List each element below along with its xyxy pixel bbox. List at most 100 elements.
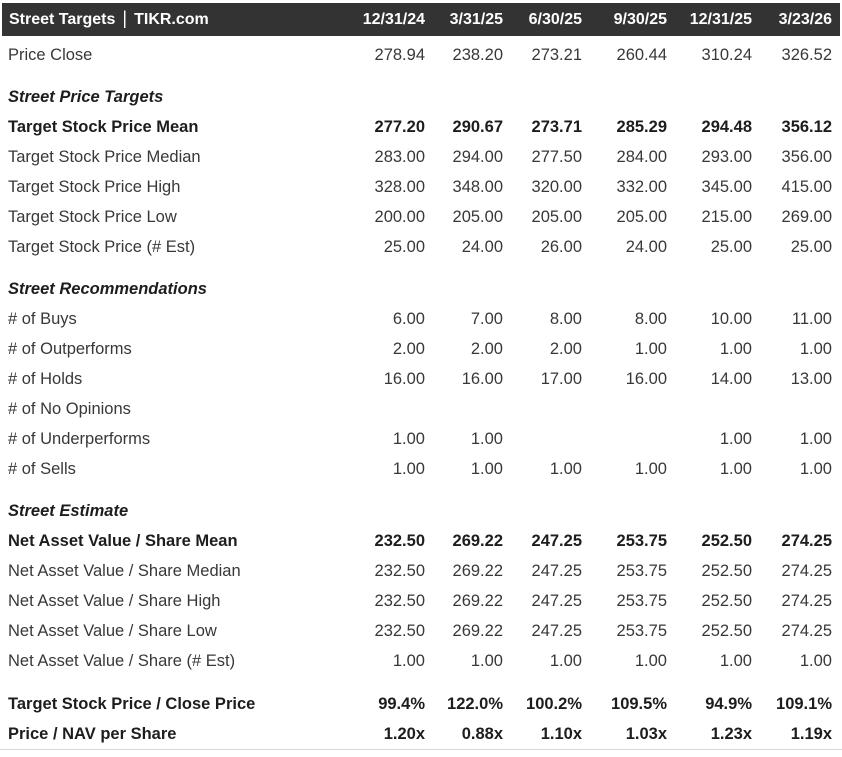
cell-value: 1.00 [719, 339, 752, 358]
row-label: # of Outperforms [8, 339, 132, 358]
cell-value: 274.25 [781, 531, 832, 550]
table-row: Net Asset Value / Share (# Est) 1.00 1.00 1… [0, 646, 832, 676]
cell-value: 1.00 [392, 459, 425, 478]
cell-value: 232.50 [374, 591, 425, 610]
cell-value: 273.21 [531, 45, 582, 64]
cell-value: 24.00 [461, 237, 503, 256]
cell-value: 8.00 [634, 309, 667, 328]
table-section: Street Price Targets Target Stock Price M… [0, 82, 832, 262]
cell-value: 294.48 [701, 117, 752, 136]
table-row: Net Asset Value / Share Median 232.50 269.… [0, 556, 832, 586]
column-header: 3/23/26 [778, 10, 832, 28]
cell-value: 247.25 [531, 561, 582, 580]
cell-value: 1.00 [549, 459, 582, 478]
cell-value: 26.00 [540, 237, 582, 256]
cell-value: 1.00 [470, 429, 503, 448]
cell-value: 1.00 [799, 651, 832, 670]
table-row: Net Asset Value / Share High 232.50 269.22… [0, 586, 832, 616]
cell-value: 2.00 [549, 339, 582, 358]
row-label: Price / NAV per Share [8, 724, 177, 743]
cell-value: 274.25 [781, 561, 832, 580]
row-label: Target Stock Price / Close Price [8, 694, 256, 713]
cell-value: 269.22 [452, 531, 503, 550]
cell-value: 25.00 [710, 237, 752, 256]
cell-value: 253.75 [616, 621, 667, 640]
cell-value: 320.00 [531, 177, 582, 196]
section-title: Street Price Targets [8, 88, 164, 106]
cell-value: 1.00 [719, 459, 752, 478]
cell-value: 293.00 [701, 147, 752, 166]
cell-value: 348.00 [452, 177, 503, 196]
row-label: Target Stock Price (# Est) [8, 237, 196, 256]
column-header: 12/31/24 [362, 10, 425, 28]
cell-value: 1.00 [634, 459, 667, 478]
row-label: Net Asset Value / Share (# Est) [8, 651, 236, 670]
cell-value: 1.00 [719, 429, 752, 448]
cell-value: 294.00 [452, 147, 503, 166]
table-section: Target Stock Price / Close Price 99.4% 122… [0, 689, 832, 749]
cell-value: 284.00 [616, 147, 667, 166]
cell-value: 274.25 [781, 591, 832, 610]
cell-value: 6.00 [392, 309, 425, 328]
header-title-cell: Street Targets | TIKR.com [2, 8, 347, 30]
cell-value: 1.00 [634, 651, 667, 670]
cell-value: 1.19x [790, 724, 832, 743]
row-label: Target Stock Price Mean [8, 117, 199, 136]
cell-value: 205.00 [616, 207, 667, 226]
cell-value: 1.00 [392, 429, 425, 448]
cell-value: 24.00 [625, 237, 667, 256]
row-label: Net Asset Value / Share High [8, 591, 221, 610]
cell-value: 232.50 [374, 561, 425, 580]
cell-value: 277.20 [374, 117, 425, 136]
cell-value: 277.50 [531, 147, 582, 166]
cell-value: 205.00 [452, 207, 503, 226]
table-row: # of Outperforms 2.00 2.00 2.00 1.00 1.00 1.00 [0, 334, 832, 364]
table-row: # of Buys 6.00 7.00 8.00 8.00 10.00 11.00 [0, 304, 832, 334]
cell-value: 1.00 [549, 651, 582, 670]
cell-value: 13.00 [790, 369, 832, 388]
cell-value: 232.50 [374, 621, 425, 640]
table-row: Target Stock Price / Close Price 99.4% 122… [0, 689, 832, 719]
cell-value: 16.00 [383, 369, 425, 388]
cell-value: 345.00 [701, 177, 752, 196]
cell-value: 252.50 [701, 561, 752, 580]
cell-value: 253.75 [616, 531, 667, 550]
cell-value: 252.50 [701, 621, 752, 640]
cell-value: 17.00 [540, 369, 582, 388]
cell-value: 16.00 [625, 369, 667, 388]
cell-value: 25.00 [383, 237, 425, 256]
row-label: Net Asset Value / Share Mean [8, 531, 238, 550]
table-row: Target Stock Price Mean 277.20 290.67 273.7… [0, 112, 832, 142]
cell-value: 14.00 [710, 369, 752, 388]
section-title: Street Estimate [8, 502, 129, 520]
street-targets-widget: Street Targets | TIKR.com 12/31/24 3/31/2… [0, 3, 842, 750]
cell-value: 269.22 [452, 561, 503, 580]
table-row: Target Stock Price Low 200.00 205.00 205.00… [0, 202, 832, 232]
cell-value: 1.03x [625, 724, 667, 743]
brand-name: TIKR.com [134, 10, 209, 28]
cell-value: 7.00 [470, 309, 503, 328]
cell-value: 122.0% [447, 694, 503, 713]
cell-value: 8.00 [549, 309, 582, 328]
cell-value: 1.00 [799, 459, 832, 478]
cell-value: 16.00 [461, 369, 503, 388]
table-row: Price / NAV per Share 1.20x 0.88x 1.10x 1.03… [0, 719, 832, 749]
cell-value: 273.71 [531, 117, 582, 136]
table-row: # of Underperforms 1.00 1.00 1.00 1.00 [0, 424, 832, 454]
title-divider: | [122, 8, 128, 28]
cell-value: 94.9% [705, 694, 752, 713]
cell-value: 0.88x [461, 724, 503, 743]
table-section: Price Close 278.94 238.20 273.21 260.44 310.2… [0, 40, 832, 70]
cell-value: 1.00 [392, 651, 425, 670]
cell-value: 2.00 [392, 339, 425, 358]
cell-value: 1.00 [799, 429, 832, 448]
cell-value: 252.50 [701, 531, 752, 550]
cell-value: 200.00 [374, 207, 425, 226]
cell-value: 269.00 [781, 207, 832, 226]
table-body: Price Close 278.94 238.20 273.21 260.44 310.2… [0, 40, 842, 749]
row-label: # of Holds [8, 369, 83, 388]
cell-value: 1.00 [470, 459, 503, 478]
cell-value: 274.25 [781, 621, 832, 640]
cell-value: 247.25 [531, 531, 582, 550]
column-header: 12/31/25 [689, 10, 752, 28]
